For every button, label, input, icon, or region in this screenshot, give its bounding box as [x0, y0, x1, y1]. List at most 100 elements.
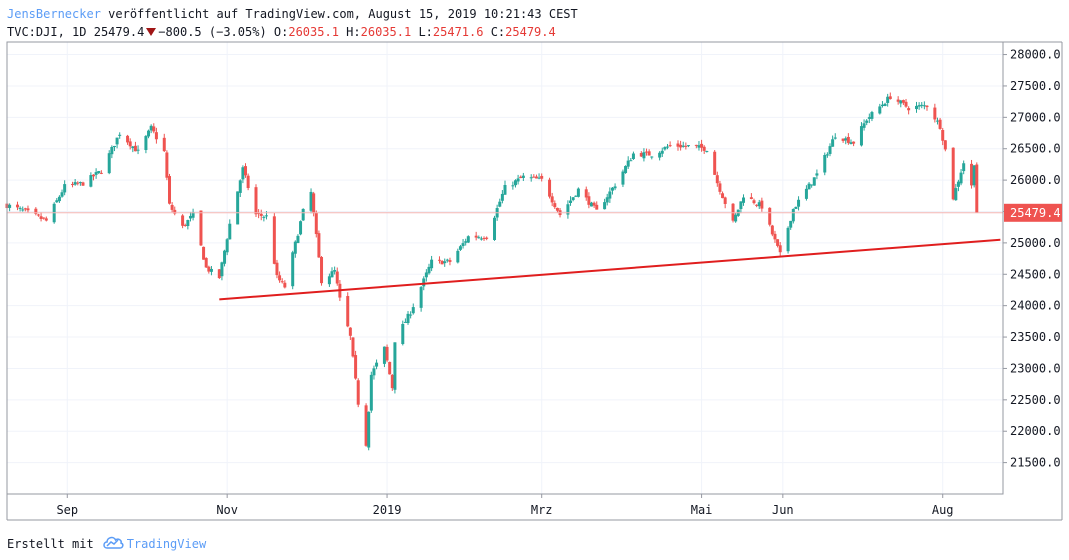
candle-body	[679, 144, 683, 148]
author-link[interactable]: JensBernecker	[7, 7, 101, 21]
candle-body	[668, 145, 672, 147]
candle-body	[935, 120, 939, 122]
candle-body	[223, 250, 227, 264]
candle-body	[500, 193, 504, 201]
candle-body	[39, 216, 43, 219]
candle-body	[128, 141, 132, 147]
candle-body	[917, 105, 921, 107]
candle-body	[430, 259, 434, 269]
candle-body	[152, 126, 156, 132]
candle-body	[521, 175, 525, 178]
candle-body	[951, 147, 955, 200]
candle-body	[681, 145, 685, 147]
time-tick-label: Mrz	[531, 503, 553, 517]
candle-body	[275, 262, 279, 276]
candle-body	[972, 165, 976, 186]
footer: Erstellt mit TradingView	[7, 535, 206, 552]
candle-body	[133, 145, 137, 152]
tradingview-cloud-icon	[102, 535, 124, 552]
candle-body	[686, 145, 690, 147]
candle-body	[147, 130, 151, 137]
candle-body	[941, 129, 945, 141]
chart-grid	[7, 42, 1003, 494]
candle-body	[409, 314, 413, 316]
candle-body	[663, 147, 667, 150]
candle-body	[170, 204, 174, 210]
candle-body	[878, 106, 882, 114]
candle-body	[458, 246, 462, 250]
candle-body	[207, 266, 211, 272]
candle-body	[385, 346, 389, 361]
candle-body	[264, 215, 268, 217]
candle-body	[959, 172, 963, 184]
candle-body	[173, 209, 177, 214]
candle-body	[870, 112, 874, 119]
candle-body	[705, 151, 709, 153]
candle-body	[188, 215, 192, 219]
candle-body	[241, 167, 245, 180]
time-tick-label: Mai	[691, 503, 713, 517]
candle-body	[503, 185, 507, 195]
candle-body	[71, 184, 75, 186]
candle-body	[168, 176, 172, 204]
candle-body	[571, 197, 575, 201]
candle-body	[466, 236, 470, 243]
price-tick-label: 22500.0	[1010, 393, 1061, 407]
price-tick-label: 24000.0	[1010, 299, 1061, 313]
tradingview-brand-link[interactable]: TradingView	[126, 536, 207, 551]
candle-body	[584, 189, 588, 198]
candle-body	[456, 250, 460, 263]
candle-body	[165, 152, 169, 178]
candle-body	[369, 374, 373, 411]
candle-body	[888, 96, 892, 100]
candle-body	[257, 212, 261, 214]
candle-body	[411, 307, 415, 314]
candle-body	[199, 210, 203, 246]
candle-body	[629, 160, 633, 162]
candle-body	[236, 191, 240, 225]
candle-body	[676, 143, 680, 147]
candle-body	[393, 342, 397, 390]
candle-body	[382, 346, 386, 364]
price-axis[interactable]: 21500.0 22000.0 22500.0 23000.0 23500.0 24000…	[1003, 48, 1061, 470]
candle-body	[89, 175, 93, 187]
candle-body	[603, 202, 607, 210]
candle-body	[8, 204, 12, 208]
candle-body	[217, 269, 221, 278]
candle-body	[734, 214, 738, 222]
candle-body	[364, 405, 368, 446]
candle-body	[841, 138, 845, 141]
candle-body	[610, 187, 614, 191]
candle-body	[57, 196, 61, 202]
candle-body	[540, 175, 544, 179]
candle-body	[718, 183, 722, 192]
candle-body	[335, 271, 339, 284]
candle-body	[624, 166, 628, 174]
candle-body	[479, 238, 483, 240]
candle-body	[299, 221, 303, 235]
ohlc-legend: TVC:DJI, 1D 25479.4 −800.5 (−3.05%) O:260…	[7, 25, 556, 39]
time-axis[interactable]: Sep Nov 2019 Mrz Mai Jun Aug	[56, 494, 954, 517]
candle-body	[650, 156, 654, 158]
candle-body	[445, 259, 449, 261]
candle-body	[613, 186, 617, 189]
candle-body	[776, 239, 780, 246]
candle-body	[831, 139, 835, 147]
candle-body	[770, 225, 774, 235]
price-tick-label: 26000.0	[1010, 173, 1061, 187]
candle-body	[63, 184, 67, 193]
candle-body	[933, 107, 937, 120]
low-label: L:	[418, 25, 433, 39]
candle-body	[493, 217, 497, 240]
candle-body	[943, 140, 947, 150]
candle-body	[81, 182, 85, 186]
chart-header-line-1: JensBernecker veröffentlicht auf Trading…	[7, 7, 578, 21]
candle-body	[401, 323, 405, 345]
candle-body	[513, 180, 517, 186]
candle-body	[768, 207, 772, 225]
candle-body	[110, 147, 114, 155]
candle-body	[642, 152, 646, 159]
candle-body	[26, 208, 30, 211]
high-label: H:	[346, 25, 361, 39]
